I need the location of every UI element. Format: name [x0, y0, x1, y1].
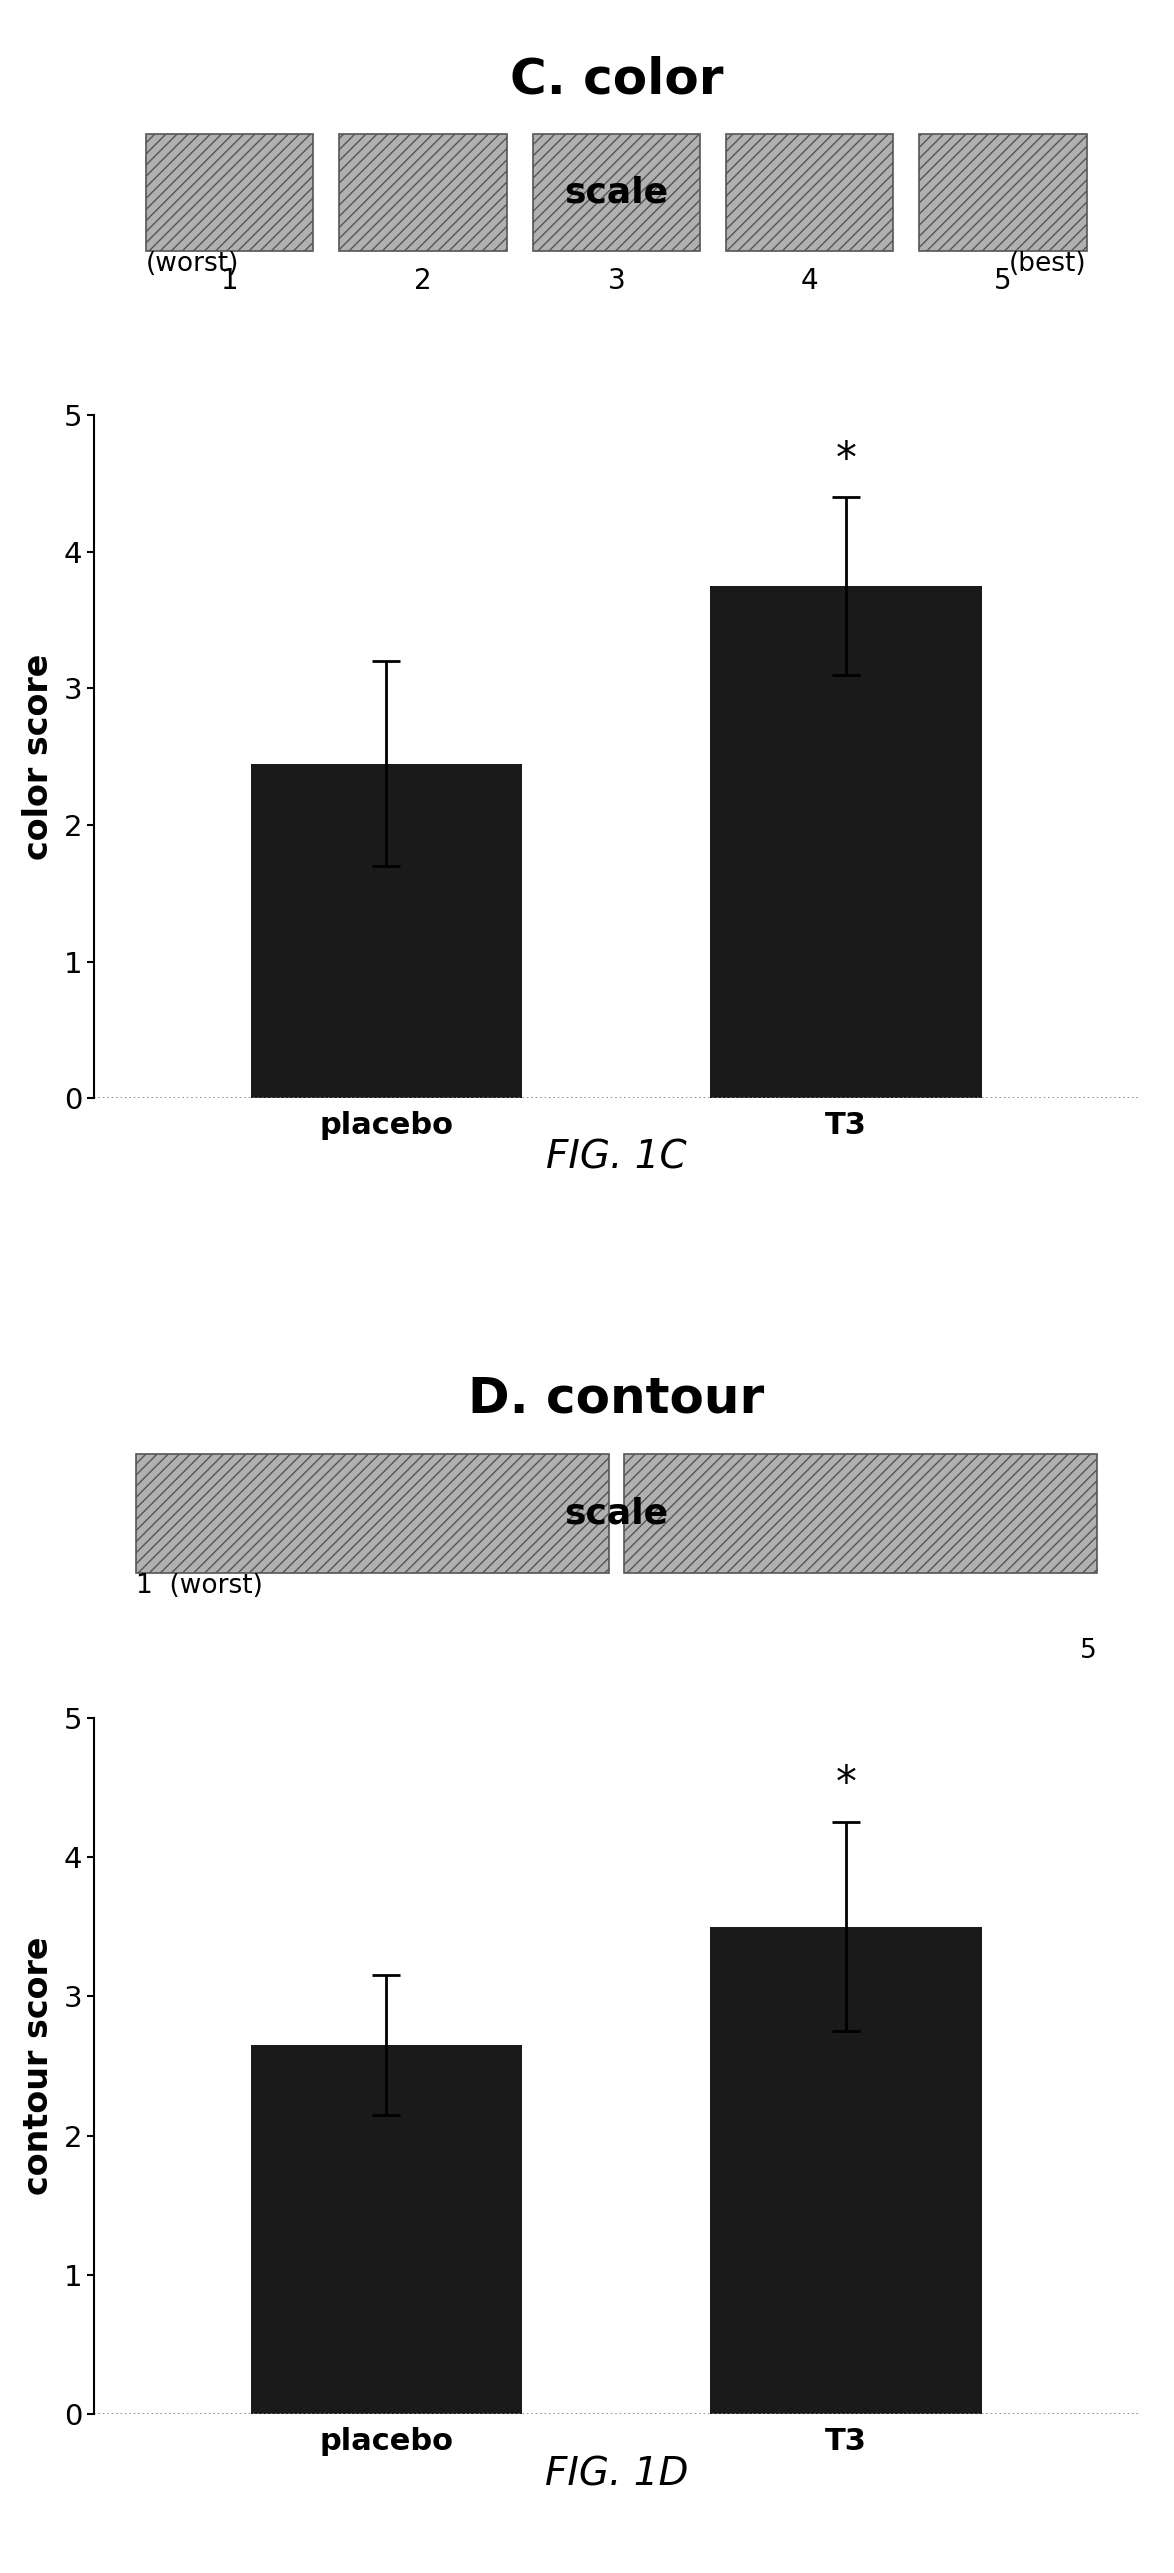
Text: 1: 1 [221, 268, 238, 296]
Text: FIG. 1C: FIG. 1C [546, 1137, 687, 1176]
Text: FIG. 1D: FIG. 1D [545, 2455, 688, 2493]
Text: C. color: C. color [510, 57, 723, 103]
Text: (best): (best) [1019, 1732, 1097, 1757]
Bar [710, 1927, 981, 2413]
Bar [136, 1454, 608, 1572]
Text: (best): (best) [1008, 250, 1086, 275]
Text: scale: scale [565, 1497, 668, 1531]
Bar [726, 134, 893, 250]
Bar [625, 1454, 1097, 1572]
Bar [339, 134, 507, 250]
Bar [251, 2046, 522, 2413]
Bar [710, 587, 981, 1099]
Text: (worst): (worst) [147, 250, 239, 275]
Bar [147, 134, 313, 250]
Text: 4: 4 [801, 268, 818, 296]
Text: D. contour: D. contour [468, 1374, 764, 1423]
Text: scale: scale [565, 175, 668, 208]
Text: *: * [836, 1763, 857, 1806]
Bar [919, 134, 1086, 250]
Text: 5: 5 [994, 268, 1012, 296]
Y-axis label: color score: color score [22, 654, 55, 859]
Text: *: * [836, 440, 857, 481]
Bar [251, 764, 522, 1099]
Text: 5: 5 [1080, 1639, 1097, 1665]
Text: 3: 3 [607, 268, 626, 296]
Text: 1  (worst): 1 (worst) [136, 1572, 263, 1600]
Text: 2: 2 [414, 268, 432, 296]
Bar [533, 134, 700, 250]
Y-axis label: contour score: contour score [22, 1937, 55, 2195]
